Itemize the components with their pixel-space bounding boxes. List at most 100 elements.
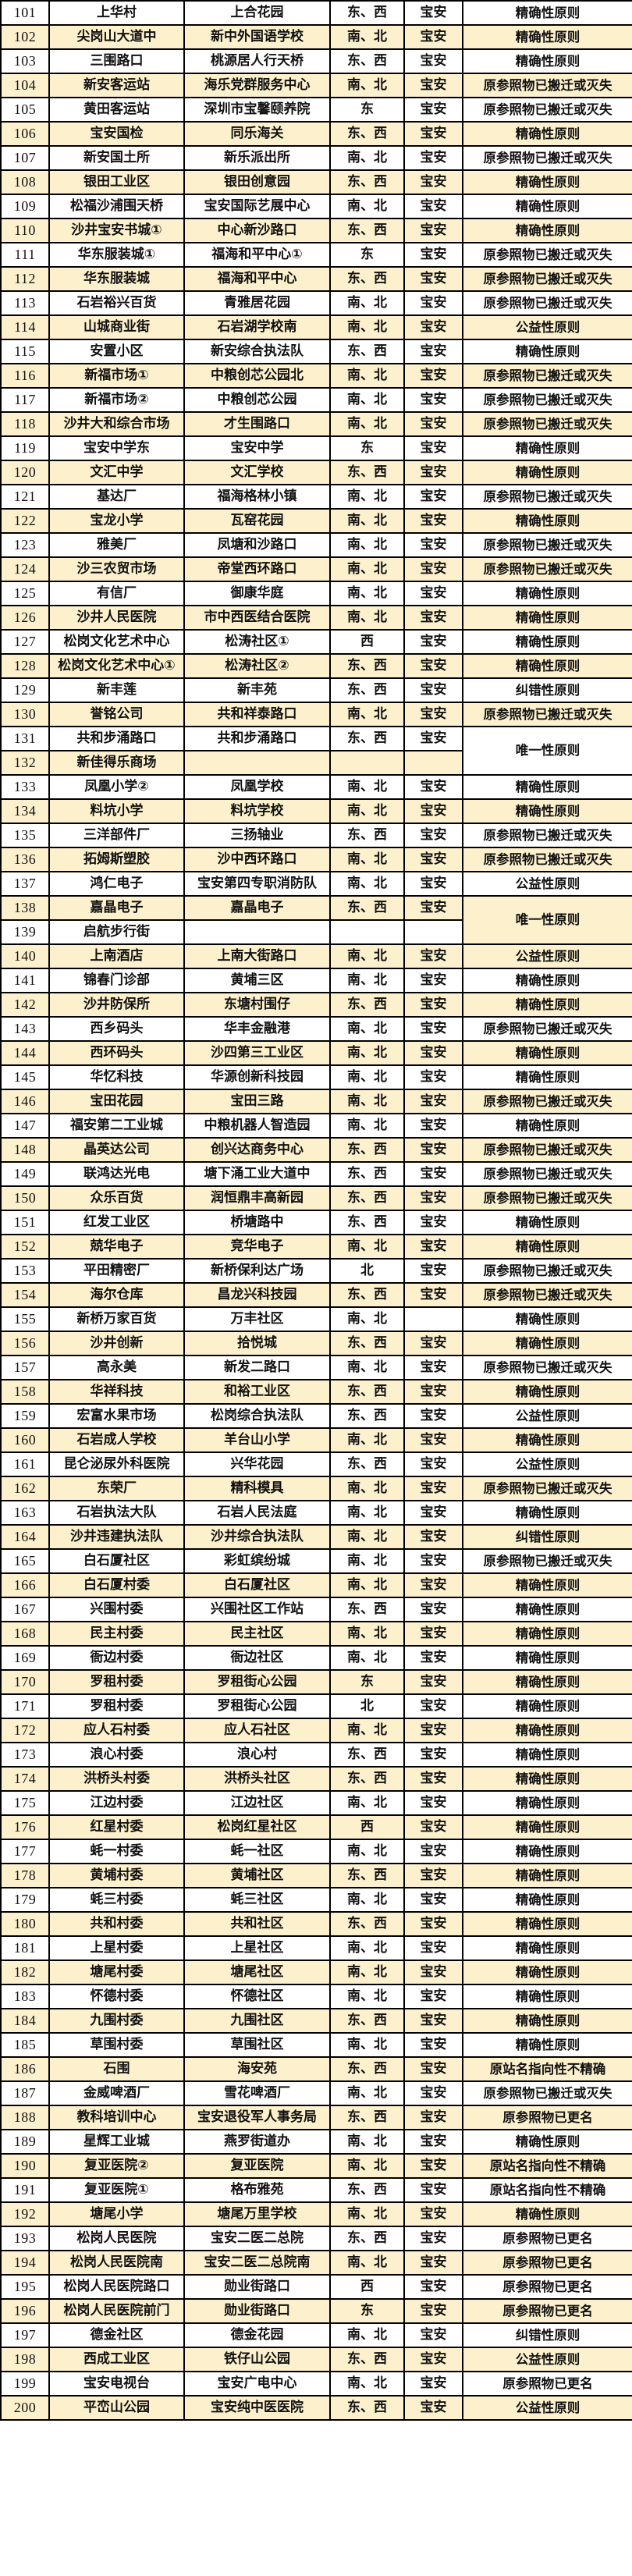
old-stop-name-cell: 雅美厂 [48,532,185,558]
district-cell: 宝安 [403,726,463,751]
table-row: 136 拓姆斯塑胶 沙中西环路口 南、北 宝安 原参照物已搬迁或灭失 [0,847,632,872]
district-cell: 宝安 [403,1790,463,1816]
district-cell: 宝安 [403,435,463,461]
old-stop-name-cell: 塘尾村委 [48,1960,185,1985]
table-row: 117 新福市场② 中粮创芯公园 南、北 宝安 原参照物已搬迁或灭失 [0,387,632,413]
new-stop-name-cell: 兴围社区工作站 [183,1597,331,1622]
row-number-cell: 126 [0,605,50,631]
rename-reason-cell: 精确性原则 [462,1427,632,1453]
new-stop-name-cell: 宝安纯中医医院 [183,2395,331,2421]
table-row: 123 雅美厂 凤塘和沙路口 南、北 宝安 原参照物已搬迁或灭失 [0,532,632,558]
new-stop-name-cell: 草围社区 [183,2032,331,2058]
direction-cell: 南、北 [329,1839,405,1864]
district-cell: 宝安 [403,218,463,243]
new-stop-name-cell: 上合花园 [183,0,331,26]
new-stop-name-cell: 御康华庭 [183,581,331,606]
table-row: 122 宝龙小学 瓦窑花园 南、北 宝安 精确性原则 [0,508,632,534]
row-number-cell: 188 [0,2105,50,2130]
district-cell: 宝安 [403,1403,463,1429]
new-stop-name-cell: 勋业街路口 [183,2274,331,2300]
district-cell: 宝安 [403,2153,463,2179]
new-stop-name-cell: 应人石社区 [183,1718,331,1743]
row-number-cell: 157 [0,1355,50,1380]
direction-cell: 南、北 [329,1960,405,1985]
row-number-cell: 121 [0,484,50,510]
row-number-cell: 132 [0,750,50,776]
row-number-cell: 131 [0,726,50,751]
old-stop-name-cell: 德金社区 [48,2322,185,2348]
rename-reason-cell: 精确性原则 [462,1306,632,1332]
new-stop-name-cell: 羊台山小学 [183,1427,331,1453]
table-row: 195 松岗人民医院路口 勋业街路口西宝安 原参照物已更名 [0,2274,632,2300]
row-number-cell: 173 [0,1742,50,1768]
new-stop-name-cell: 彩虹缤纷城 [183,1548,331,1574]
old-stop-name-cell: 兢华电子 [48,1234,185,1260]
row-number-cell: 115 [0,339,50,364]
district-cell: 宝安 [403,314,463,340]
new-stop-name-cell: 凤凰学校 [183,774,331,800]
rename-reason-cell: 原参照物已搬迁或灭失 [462,532,632,558]
direction-cell: 东、西 [329,1911,405,1937]
row-number-cell: 101 [0,0,50,26]
new-stop-name-cell: 三扬轴业 [183,823,331,848]
bus-stop-rename-table: 101 上华村 上合花园 东、西 宝安 精确性原则 102 尖岗山大道中 新中外国语学校 南、北宝… [0,0,632,2421]
old-stop-name-cell: 兴围村委 [48,1597,185,1622]
direction-cell: 东、西 [329,1379,405,1405]
old-stop-name-cell: 星辉工业城 [48,2129,185,2155]
direction-cell: 东、西 [329,1161,405,1187]
old-stop-name-cell: 银田工业区 [48,169,185,195]
old-stop-name-cell: 上南酒店 [48,943,185,969]
table-row: 167 兴围村委 兴围社区工作站 东、西 宝安 精确性原则 [0,1597,632,1622]
old-stop-name-cell: 鸿仁电子 [48,871,185,897]
row-number-cell: 153 [0,1258,50,1284]
rename-reason-cell: 精确性原则 [462,1863,632,1888]
new-stop-name-cell: 松岗红星社区 [183,1814,331,1840]
new-stop-name-cell: 复亚医院 [183,2153,331,2179]
direction-cell: 南、北 [329,1548,405,1574]
old-stop-name-cell: 罗租村委 [48,1669,185,1695]
new-stop-name-cell: 宝安广电中心 [183,2371,331,2397]
row-number-cell: 144 [0,1040,50,1066]
rename-reason-cell: 精确性原则 [462,1113,632,1139]
rename-reason-cell: 精确性原则 [462,1814,632,1840]
district-cell: 宝安 [403,943,463,969]
rename-reason-cell: 精确性原则 [462,121,632,147]
table-row: 132 新佳得乐商场 [0,750,632,776]
direction-cell: 南、北 [329,1790,405,1816]
rename-reason-cell: 精确性原则 [462,435,632,461]
table-row: 113 石岩裕兴百货 青雅居花园 南、北 宝安 原参照物已搬迁或灭失 [0,290,632,316]
table-row: 153 平田精密厂 新桥保利达广场北宝安 原参照物已搬迁或灭失 [0,1258,632,1284]
new-stop-name-cell: 铁仔山公园 [183,2347,331,2372]
row-number-cell: 193 [0,2226,50,2251]
district-cell: 宝安 [403,2298,463,2324]
direction-cell: 南、北 [329,1089,405,1114]
old-stop-name-cell: 福安第二工业城 [48,1113,185,1139]
old-stop-name-cell: 宏富水果市场 [48,1403,185,1429]
table-row: 106 宝安国检 同乐海关 东、西 宝安 精确性原则 [0,121,632,147]
rename-reason-cell: 纠错性原则 [462,2322,632,2348]
table-row: 172 应人石村委 应人石社区 南、北 宝安 精确性原则 [0,1718,632,1743]
old-stop-name-cell: 松岗人民医院路口 [48,2274,185,2300]
row-number-cell: 158 [0,1379,50,1405]
rename-reason-cell: 原参照物已搬迁或灭失 [462,73,632,98]
direction-cell: 南、北 [329,194,405,219]
direction-cell: 南、北 [329,605,405,631]
rename-reason-cell: 精确性原则 [462,0,632,26]
rename-reason-cell: 原参照物已搬迁或灭失 [462,1016,632,1042]
rename-reason-cell: 精确性原则 [462,1742,632,1768]
row-number-cell: 114 [0,314,50,340]
new-stop-name-cell: 燕罗街道办 [183,2129,331,2155]
new-stop-name-cell: 白石厦社区 [183,1572,331,1598]
rename-reason-cell: 精确性原则 [462,2129,632,2155]
rename-reason-cell: 原参照物已搬迁或灭失 [462,290,632,316]
old-stop-name-cell: 联鸿达光电 [48,1161,185,1187]
table-row: 191 复亚医院① 格布雅苑 东、西 宝安 原站名指向性不精确 [0,2177,632,2203]
district-cell: 宝安 [403,1863,463,1888]
table-row: 130 誉铭公司 共和祥泰路口 南、北 宝安 原参照物已搬迁或灭失 [0,702,632,727]
old-stop-name-cell: 新福市场① [48,363,185,389]
district-cell: 宝安 [403,484,463,510]
row-number-cell: 138 [0,895,50,921]
table-row: 137 鸿仁电子 宝安第四专职消防队 南、北 宝安 公益性原则 [0,871,632,897]
old-stop-name-cell: 金威啤酒厂 [48,2080,185,2106]
table-row: 194 松岗人民医院南 宝安二医二总院南 南、北 宝安 原参照物已更名 [0,2250,632,2276]
